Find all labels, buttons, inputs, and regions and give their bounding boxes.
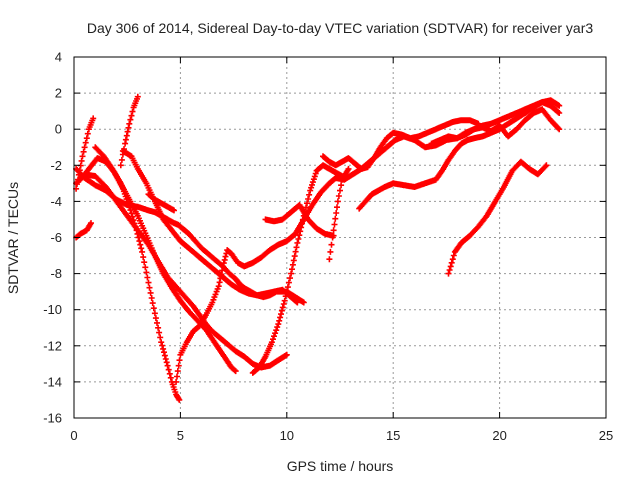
series-markers xyxy=(428,106,563,147)
x-axis-label: GPS time / hours xyxy=(287,458,394,474)
y-tick-label: -12 xyxy=(43,338,62,353)
series-markers xyxy=(173,97,563,385)
y-tick-label: -14 xyxy=(43,374,62,389)
y-tick-label: 4 xyxy=(55,50,62,65)
y-axis-label: SDTVAR / TECUs xyxy=(5,182,21,294)
chart-title: Day 306 of 2014, Sidereal Day-to-day VTE… xyxy=(87,20,593,36)
series-markers xyxy=(445,158,550,277)
tick-layer xyxy=(73,56,607,419)
tick-label-layer: 0 5 10 15 20 25 -16 -14 -12 -10 -8 -6 -4 -2 0 2 4 xyxy=(43,50,613,444)
series-track-17 xyxy=(445,158,550,277)
y-tick-label: -4 xyxy=(50,194,62,209)
x-tick-label: 25 xyxy=(599,428,613,443)
series-markers xyxy=(320,117,482,172)
series-markers xyxy=(117,93,141,169)
series-track-03 xyxy=(117,93,141,169)
series-markers xyxy=(145,191,177,214)
series-markers xyxy=(249,162,346,376)
series-track-10 xyxy=(173,97,563,385)
x-tick-label: 10 xyxy=(280,428,294,443)
y-tick-label: 0 xyxy=(55,122,62,137)
x-tick-label: 15 xyxy=(386,428,400,443)
data-layer xyxy=(73,93,563,403)
series-markers xyxy=(92,144,239,375)
x-tick-label: 20 xyxy=(492,428,506,443)
y-tick-label: -10 xyxy=(43,302,62,317)
series-track-11 xyxy=(249,162,346,376)
series-track-14 xyxy=(326,165,352,263)
x-tick-label: 0 xyxy=(70,428,77,443)
y-tick-label: 2 xyxy=(55,86,62,101)
series-markers xyxy=(326,165,352,263)
series-markers xyxy=(262,202,337,239)
series-markers xyxy=(73,171,290,371)
y-tick-label: -8 xyxy=(50,266,62,281)
series-track-07 xyxy=(92,144,239,375)
series-track-16 xyxy=(428,106,563,147)
series-track-05 xyxy=(73,171,290,371)
y-tick-label: -2 xyxy=(50,158,62,173)
series-track-13 xyxy=(320,117,482,172)
x-tick-label: 5 xyxy=(177,428,184,443)
series-track-09 xyxy=(145,191,177,214)
y-tick-label: -16 xyxy=(43,411,62,426)
y-tick-label: -6 xyxy=(50,230,62,245)
series-track-12 xyxy=(262,202,337,239)
